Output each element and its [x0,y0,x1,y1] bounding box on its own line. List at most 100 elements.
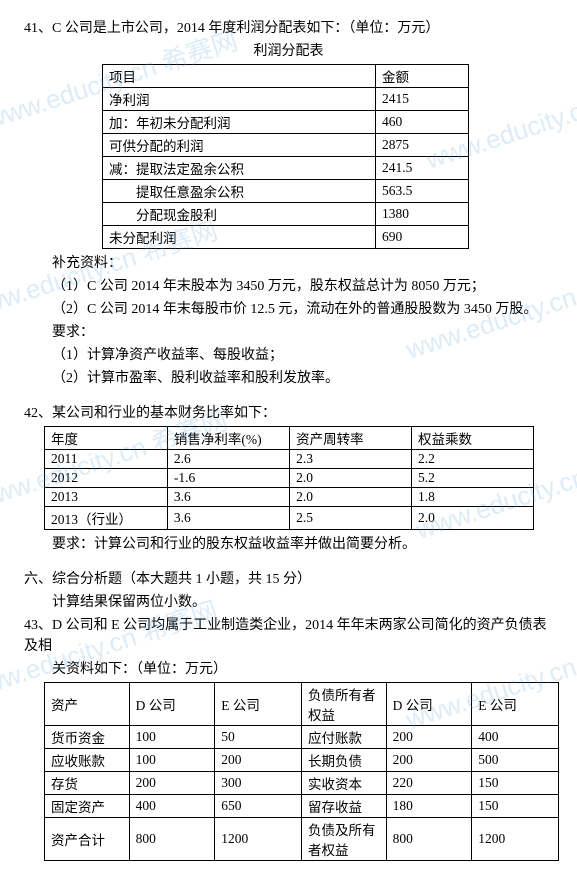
cell: 150 [472,795,559,818]
cell: 负债及所有者权益 [301,818,386,861]
req-2: （2）计算市盈率、股利收益率和股利发放率。 [24,368,553,389]
cell: D 公司 [386,683,472,726]
cell: 金额 [376,65,469,88]
q42-table: 年度 销售净利率(%) 资产周转率 权益乘数 2011 2.6 2.3 2.2 … [44,426,534,530]
cell: 100 [129,749,215,772]
cell: 200 [215,749,302,772]
cell: 3.6 [167,507,289,530]
cell: 未分配利润 [103,226,376,249]
table-row: 资产 D 公司 E 公司 负债所有者权益 D 公司 E 公司 [45,683,559,726]
supp-label: 补充资料： [24,253,553,274]
table-row: 存货 200 300 实收资本 220 150 [45,772,559,795]
cell: 2.5 [290,507,412,530]
section6-note: 计算结果保留两位小数。 [24,592,553,613]
cell: 2.2 [412,450,534,469]
cell: 净利润 [103,88,376,111]
cell: 200 [386,726,472,749]
cell: 2012 [45,469,168,488]
table-row: 加：年初未分配利润460 [103,111,469,134]
supp-1: （1）C 公司 2014 年末股本为 3450 万元，股东权益总计为 8050 … [24,276,553,297]
cell: 应付账款 [301,726,386,749]
q43-table: 资产 D 公司 E 公司 负债所有者权益 D 公司 E 公司 货币资金 100 … [44,682,559,861]
table-row: 2013 3.6 2.0 1.8 [45,488,534,507]
cell: 1.8 [412,488,534,507]
cell: 1200 [215,818,302,861]
cell: 提取任意盈余公积 [103,180,376,203]
q43-heading: 43、D 公司和 E 公司均属于工业制造类企业，2014 年年末两家公司简化的资… [24,615,553,657]
cell: 资产周转率 [290,427,412,450]
cell: 690 [376,226,469,249]
table-row: 减：提取法定盈余公积241.5 [103,157,469,180]
table-row: 2012 -1.6 2.0 5.2 [45,469,534,488]
q41-table: 项目金额 净利润2415 加：年初未分配利润460 可供分配的利润2875 减：… [102,64,469,249]
cell: 100 [129,726,215,749]
cell: E 公司 [472,683,559,726]
cell: 2011 [45,450,168,469]
cell: 2.0 [412,507,534,530]
section6-title: 六、综合分析题（本大题共 1 小题，共 15 分） [24,569,553,590]
table-row: 项目金额 [103,65,469,88]
cell: 销售净利率(%) [167,427,289,450]
req-1: （1）计算净资产收益率、每股收益； [24,345,553,366]
cell: 200 [386,749,472,772]
table-row: 固定资产 400 650 留存收益 180 150 [45,795,559,818]
cell: 200 [129,772,215,795]
cell: D 公司 [129,683,215,726]
cell: 460 [376,111,469,134]
cell: -1.6 [167,469,289,488]
q42-heading: 42、某公司和行业的基本财务比率如下： [24,403,553,424]
cell: 500 [472,749,559,772]
cell: 2013 [45,488,168,507]
cell: 年度 [45,427,168,450]
cell: 400 [472,726,559,749]
cell: 650 [215,795,302,818]
cell: 220 [386,772,472,795]
table-row: 净利润2415 [103,88,469,111]
cell: 权益乘数 [412,427,534,450]
table-row: 提取任意盈余公积563.5 [103,180,469,203]
cell: 5.2 [412,469,534,488]
table-row: 资产合计 800 1200 负债及所有者权益 800 1200 [45,818,559,861]
table-row: 未分配利润690 [103,226,469,249]
table-row: 2013（行业） 3.6 2.5 2.0 [45,507,534,530]
cell: 资产合计 [45,818,130,861]
cell: 加：年初未分配利润 [103,111,376,134]
cell: 可供分配的利润 [103,134,376,157]
cell: 2.0 [290,488,412,507]
q41-heading: 41、C 公司是上市公司，2014 年度利润分配表如下：（单位：万元） [24,18,553,39]
cell: 241.5 [376,157,469,180]
cell: 2415 [376,88,469,111]
cell: 分配现金股利 [103,203,376,226]
cell: 400 [129,795,215,818]
table-row: 分配现金股利1380 [103,203,469,226]
table-row: 货币资金 100 50 应付账款 200 400 [45,726,559,749]
cell: 50 [215,726,302,749]
cell: 3.6 [167,488,289,507]
table-row: 年度 销售净利率(%) 资产周转率 权益乘数 [45,427,534,450]
cell: 150 [472,772,559,795]
cell: 应收账款 [45,749,130,772]
cell: 货币资金 [45,726,130,749]
table-row: 应收账款 100 200 长期负债 200 500 [45,749,559,772]
cell: 563.5 [376,180,469,203]
cell: 300 [215,772,302,795]
cell: E 公司 [215,683,302,726]
cell: 180 [386,795,472,818]
cell: 项目 [103,65,376,88]
cell: 实收资本 [301,772,386,795]
q42-req: 要求：计算公司和行业的股东权益收益率并做出简要分析。 [24,534,553,555]
table-row: 2011 2.6 2.3 2.2 [45,450,534,469]
table-row: 可供分配的利润2875 [103,134,469,157]
cell: 1200 [472,818,559,861]
cell: 负债所有者权益 [301,683,386,726]
cell: 减：提取法定盈余公积 [103,157,376,180]
cell: 2013（行业） [45,507,168,530]
supp-2: （2）C 公司 2014 年末每股市价 12.5 元，流动在外的普通股股数为 3… [24,299,553,320]
cell: 1380 [376,203,469,226]
cell: 固定资产 [45,795,130,818]
cell: 2.6 [167,450,289,469]
cell: 800 [129,818,215,861]
cell: 2.3 [290,450,412,469]
cell: 800 [386,818,472,861]
cell: 存货 [45,772,130,795]
